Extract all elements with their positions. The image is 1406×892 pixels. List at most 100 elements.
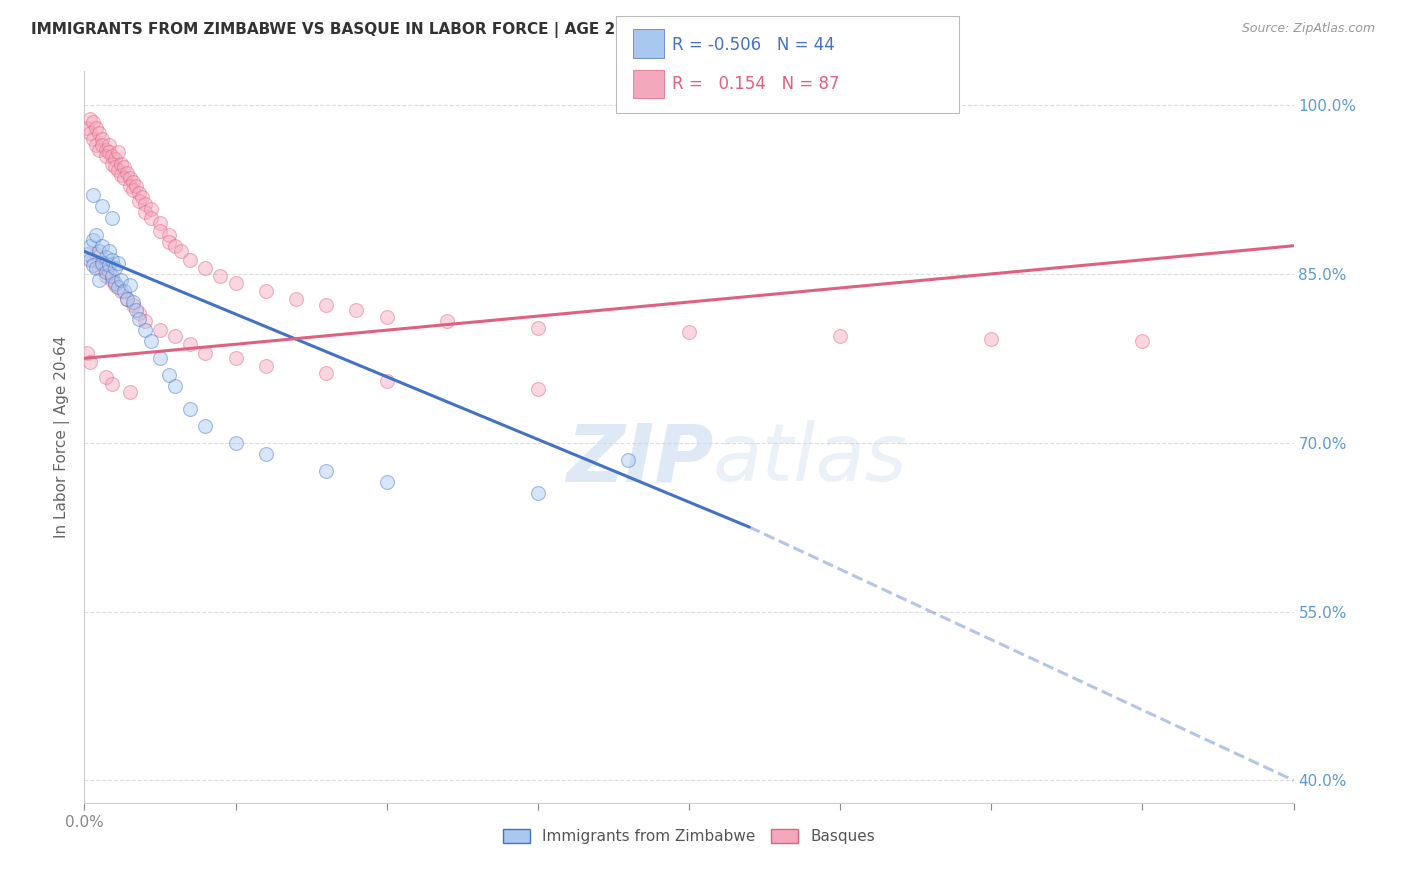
Y-axis label: In Labor Force | Age 20-64: In Labor Force | Age 20-64 [55, 336, 70, 538]
Point [100, 156, 122, 170]
Point [209, 269, 232, 284]
Point [100, 253, 122, 268]
Text: R = -0.506   N = 44: R = -0.506 N = 44 [672, 36, 835, 54]
Point [134, 205, 156, 219]
Point [112, 160, 135, 174]
Point [285, 292, 308, 306]
Point [107, 280, 129, 294]
Point [139, 211, 162, 225]
Point [128, 306, 150, 320]
Point [315, 298, 337, 312]
Text: atlas: atlas [713, 420, 908, 498]
Point [165, 239, 187, 253]
Point [194, 261, 217, 276]
Point [115, 166, 138, 180]
Point [149, 351, 172, 366]
Point [678, 326, 700, 340]
Point [86, 120, 108, 135]
Point [194, 418, 217, 433]
Point [89, 143, 111, 157]
Point [194, 345, 217, 359]
Point [91, 255, 114, 269]
Point [82, 188, 104, 202]
Point [91, 132, 114, 146]
Point [315, 366, 337, 380]
Point [107, 163, 129, 178]
Point [91, 199, 114, 213]
Point [225, 351, 247, 366]
Point [134, 197, 156, 211]
Point [76, 246, 98, 260]
Point [118, 385, 141, 400]
Point [79, 112, 101, 126]
Point [94, 250, 117, 264]
Text: IMMIGRANTS FROM ZIMBABWE VS BASQUE IN LABOR FORCE | AGE 20-64 CORRELATION CHART: IMMIGRANTS FROM ZIMBABWE VS BASQUE IN LA… [31, 22, 841, 38]
Point [89, 261, 111, 276]
Point [89, 244, 111, 259]
Point [94, 265, 117, 279]
Point [110, 156, 132, 170]
Point [91, 258, 114, 272]
Point [121, 175, 143, 189]
Point [97, 265, 120, 279]
Point [104, 152, 127, 166]
Point [170, 244, 193, 259]
Point [128, 194, 150, 208]
Point [121, 295, 143, 310]
Point [79, 354, 101, 368]
Point [436, 314, 458, 328]
Point [112, 284, 135, 298]
Point [104, 276, 127, 290]
Point [980, 332, 1002, 346]
Point [165, 328, 187, 343]
Point [110, 168, 132, 182]
Point [110, 272, 132, 286]
Point [79, 239, 101, 253]
Point [110, 284, 132, 298]
Point [375, 374, 398, 388]
Point [830, 328, 852, 343]
Point [134, 314, 156, 328]
Point [82, 132, 104, 146]
Point [128, 186, 150, 200]
Point [115, 292, 138, 306]
Point [157, 227, 180, 242]
Point [104, 160, 127, 174]
Point [225, 276, 247, 290]
Point [115, 292, 138, 306]
Point [149, 216, 172, 230]
Point [104, 261, 127, 276]
Point [107, 145, 129, 160]
Point [91, 239, 114, 253]
Point [254, 284, 277, 298]
Point [527, 321, 550, 335]
Point [157, 235, 180, 250]
Point [97, 137, 120, 152]
Point [94, 143, 117, 157]
Point [139, 202, 162, 216]
Point [254, 359, 277, 374]
Point [104, 278, 127, 293]
Point [179, 253, 201, 268]
Point [100, 149, 122, 163]
Point [112, 171, 135, 186]
Point [315, 464, 337, 478]
Point [86, 261, 108, 276]
Point [179, 401, 201, 416]
Point [82, 233, 104, 247]
Point [149, 323, 172, 337]
Point [118, 171, 141, 186]
Point [121, 182, 143, 196]
Point [76, 345, 98, 359]
Point [97, 244, 120, 259]
Point [617, 452, 640, 467]
Legend: Immigrants from Zimbabwe, Basques: Immigrants from Zimbabwe, Basques [496, 822, 882, 850]
Text: ZIP: ZIP [565, 420, 713, 498]
Point [375, 475, 398, 489]
Point [139, 334, 162, 349]
Point [100, 211, 122, 225]
Point [76, 120, 98, 135]
Point [91, 137, 114, 152]
Point [97, 258, 120, 272]
Point [86, 137, 108, 152]
